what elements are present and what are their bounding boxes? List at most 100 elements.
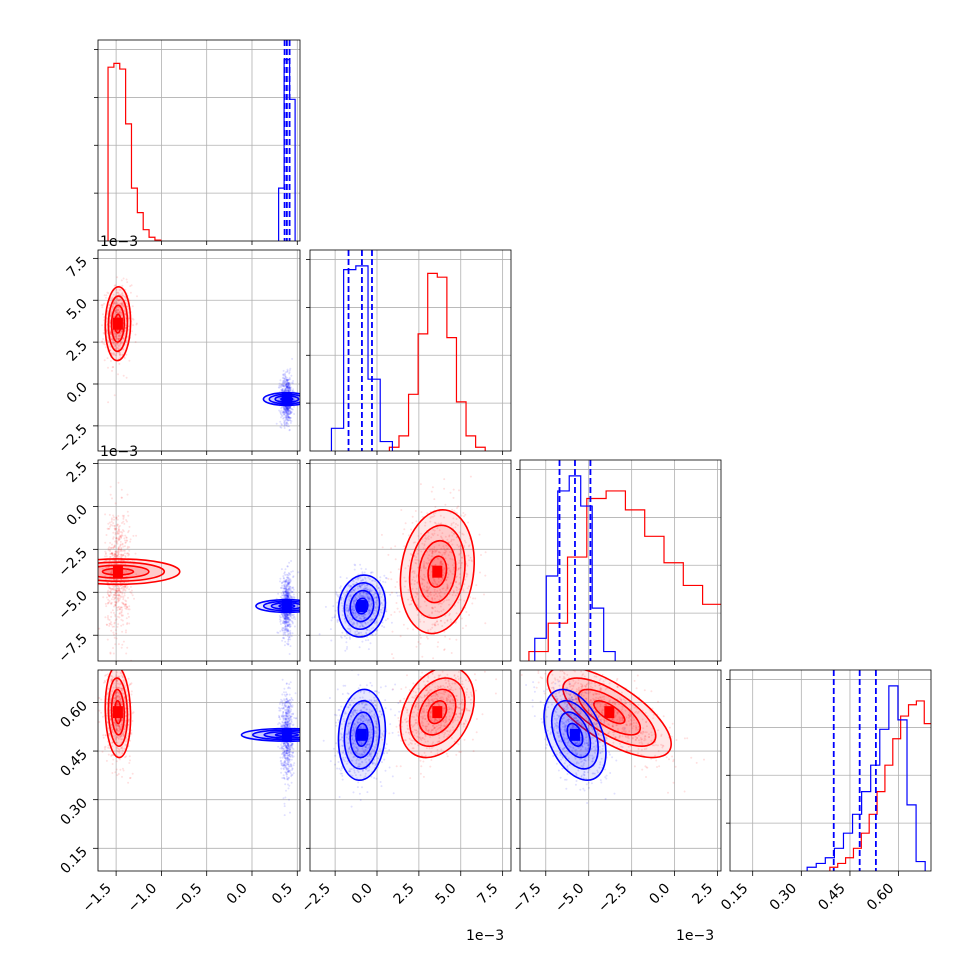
sample-point [109, 587, 112, 590]
sample-point [412, 628, 415, 631]
sample-point [122, 638, 124, 640]
sample-point [349, 616, 351, 619]
sample-point [284, 613, 287, 616]
sample-point [91, 318, 93, 320]
sample-point [285, 385, 288, 388]
sample-point [125, 376, 128, 379]
sample-point [285, 593, 288, 595]
sample-point [287, 582, 290, 585]
sample-point [286, 408, 289, 411]
sample-point [286, 621, 288, 624]
sample-point [118, 606, 121, 608]
sample-point [282, 416, 285, 419]
sample-point [441, 577, 444, 580]
sample-point [366, 596, 369, 599]
sample-point [438, 551, 441, 554]
sample-point [432, 512, 435, 515]
sample-point [436, 527, 439, 530]
sample-point [352, 612, 355, 615]
sample-point [289, 612, 292, 615]
sample-point [284, 388, 287, 391]
sample-point [109, 332, 112, 335]
sample-point [119, 310, 121, 313]
sample-point [289, 588, 292, 591]
sample-point [460, 564, 462, 567]
sample-point [288, 616, 291, 619]
sample-point [284, 410, 287, 413]
sample-point [280, 423, 283, 426]
sample-point [352, 600, 355, 603]
sample-point [288, 371, 291, 374]
sample-point [461, 627, 464, 630]
sample-point [116, 724, 119, 727]
sample-point [288, 409, 290, 412]
sample-point [452, 589, 455, 592]
sample-point [466, 587, 469, 590]
sample-point [123, 592, 126, 595]
sample-point [364, 617, 367, 620]
sample-point [451, 534, 454, 537]
sample-point [284, 613, 287, 616]
sample-point [281, 639, 284, 642]
sample-point [117, 547, 120, 550]
sample-point [428, 559, 430, 562]
sample-point [283, 620, 286, 623]
sample-point [125, 617, 128, 620]
sample-point [361, 594, 364, 597]
sample-point [359, 595, 362, 598]
sample-point [286, 388, 288, 391]
density-peak [281, 600, 292, 613]
sample-point [351, 607, 354, 610]
sample-point [288, 387, 291, 390]
sample-point [119, 735, 122, 738]
sample-point [415, 587, 418, 590]
sample-point [291, 357, 294, 360]
sample-point [287, 405, 290, 408]
sample-point [458, 553, 461, 556]
sample-point [391, 591, 393, 594]
sample-point [120, 534, 123, 536]
sample-point [279, 413, 282, 415]
sample-point [125, 539, 128, 542]
sample-point [449, 618, 452, 621]
sample-point [287, 390, 290, 392]
sample-point [120, 611, 123, 614]
sample-point [363, 587, 366, 590]
sample-point [353, 568, 356, 571]
sample-point [115, 556, 118, 559]
sample-point [289, 412, 292, 415]
sample-point [358, 631, 361, 634]
sample-point [285, 415, 288, 418]
sample-point [289, 389, 292, 392]
sample-point [117, 686, 120, 689]
sample-point [116, 724, 119, 727]
sample-point [109, 322, 112, 324]
sample-point [280, 383, 283, 386]
sample-point [281, 381, 284, 384]
sample-point [358, 596, 361, 599]
sample-point [293, 616, 296, 619]
sample-point [113, 578, 116, 581]
sample-point [119, 591, 122, 594]
sample-point [287, 595, 290, 598]
sample-point [289, 382, 292, 385]
sample-point [286, 565, 289, 568]
sample-point [390, 621, 393, 624]
sample-point [287, 643, 290, 645]
sample-point [417, 566, 420, 569]
sample-point [287, 588, 290, 591]
sample-point [114, 502, 117, 505]
sample-point [446, 538, 449, 541]
sample-point [101, 324, 103, 327]
sample-point [117, 594, 120, 597]
sample-point [104, 748, 106, 751]
sample-point [459, 548, 462, 551]
sample-point [112, 516, 115, 519]
sample-point [104, 680, 107, 683]
sample-point [124, 589, 127, 592]
sample-point [292, 389, 294, 392]
sample-point [442, 587, 445, 590]
sample-point [407, 564, 410, 567]
sample-point [330, 619, 333, 622]
sample-point [366, 596, 369, 599]
